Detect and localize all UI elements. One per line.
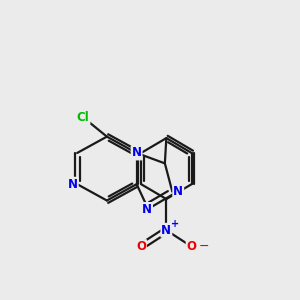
Text: N: N (68, 178, 78, 191)
Text: O: O (187, 240, 196, 253)
Text: Cl: Cl (77, 111, 89, 124)
Text: +: + (171, 219, 179, 229)
Text: N: N (161, 224, 171, 237)
Text: O: O (136, 240, 146, 253)
Text: N: N (173, 185, 183, 198)
Text: −: − (199, 240, 209, 253)
Text: N: N (142, 203, 152, 216)
Text: N: N (132, 146, 142, 160)
